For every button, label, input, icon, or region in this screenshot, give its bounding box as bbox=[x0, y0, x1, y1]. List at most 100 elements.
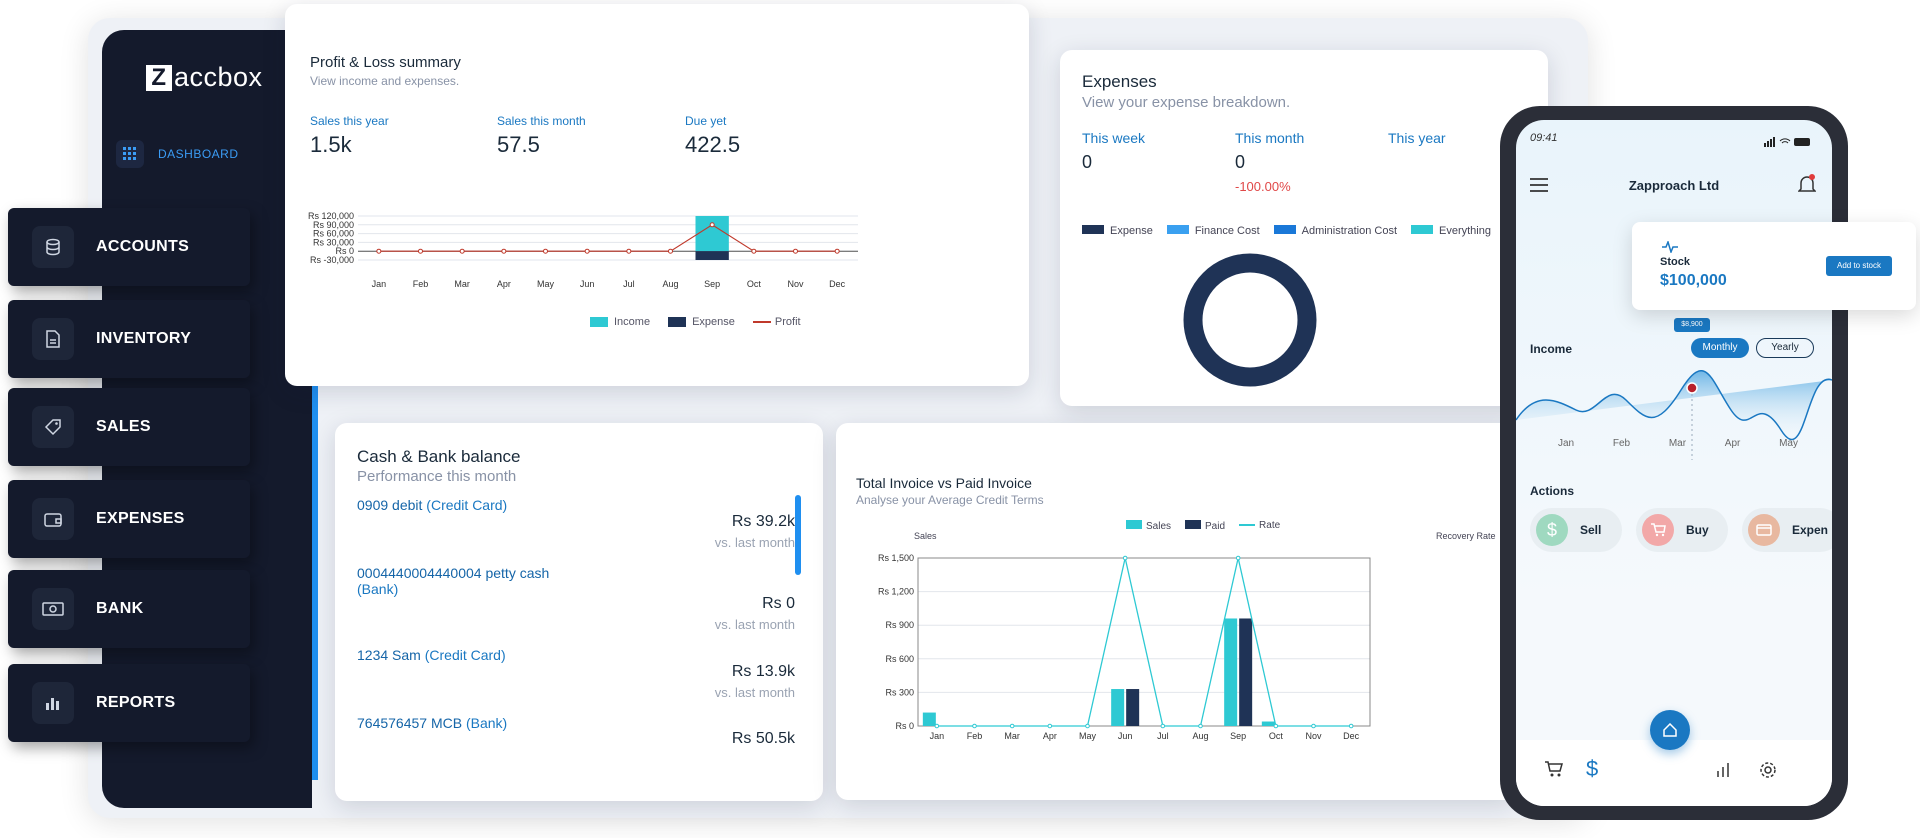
actions-title: Actions bbox=[1530, 484, 1575, 498]
x-tick-label: Jun bbox=[580, 279, 595, 289]
legend-profit: Profit bbox=[752, 316, 801, 328]
profit-point bbox=[709, 222, 715, 228]
y-tick-label: Rs -30,000 bbox=[310, 255, 354, 265]
card-icon bbox=[1748, 514, 1780, 546]
add-stock-button[interactable]: Add to stock bbox=[1826, 256, 1892, 276]
gear-icon[interactable] bbox=[1758, 760, 1778, 785]
rate-point bbox=[1198, 723, 1203, 729]
sidebar-item-inventory[interactable]: INVENTORY bbox=[8, 300, 250, 378]
rate-point bbox=[934, 723, 940, 729]
rate-point bbox=[1160, 723, 1166, 729]
account-row[interactable]: 764576457 MCB (Bank) bbox=[357, 715, 508, 731]
y-tick-label: Rs 1,200 bbox=[878, 587, 914, 597]
document-icon bbox=[32, 318, 74, 360]
sales-bar bbox=[1261, 721, 1275, 726]
legend-expense: Expense bbox=[668, 316, 735, 328]
y-tick-label: Rs 30,000 bbox=[313, 237, 354, 247]
profit-point bbox=[834, 248, 840, 254]
account-row[interactable]: 0004440004440004 petty cash (Bank) bbox=[357, 565, 550, 597]
exp-month: This month 0 -100.00% bbox=[1235, 130, 1305, 194]
profit-point bbox=[626, 248, 632, 254]
x-tick-label: May bbox=[537, 279, 555, 289]
scroll-indicator[interactable] bbox=[795, 495, 801, 575]
account-row[interactable]: 1234 Sam (Credit Card) bbox=[357, 647, 506, 663]
x-tick-label: Jun bbox=[1118, 731, 1133, 741]
expense-button[interactable]: Expen bbox=[1742, 508, 1832, 552]
card-subtitle: Analyse your Average Credit Terms bbox=[856, 493, 1044, 507]
y-tick-label: Rs 90,000 bbox=[313, 220, 354, 230]
y-tick-label: Rs 0 bbox=[895, 721, 914, 731]
buy-button[interactable]: Buy bbox=[1636, 508, 1728, 552]
y-axis-label: Sales bbox=[914, 531, 937, 541]
profit-point bbox=[793, 248, 798, 254]
x-tick-label: Oct bbox=[1269, 731, 1284, 741]
y-tick-label: Rs 0 bbox=[335, 246, 354, 256]
x-tick-label: Sep bbox=[704, 279, 720, 289]
rate-line bbox=[936, 557, 1352, 727]
account-row[interactable]: 0909 debit (Credit Card) bbox=[357, 497, 508, 513]
rate-point bbox=[1348, 723, 1354, 729]
pnl-legend: Income Expense Profit bbox=[590, 316, 801, 328]
exp-year: This year bbox=[1388, 130, 1446, 146]
expenses-card: Expenses View your expense breakdown. Th… bbox=[1060, 50, 1548, 406]
card-title: Cash & Bank balance bbox=[357, 447, 521, 466]
stock-value: $100,000 bbox=[1660, 272, 1727, 289]
x-tick-label: Dec bbox=[829, 279, 846, 289]
monthly-toggle[interactable]: Monthly bbox=[1691, 338, 1749, 358]
menu-icon[interactable] bbox=[1530, 178, 1548, 197]
x-tick-label: Aug bbox=[1192, 731, 1208, 741]
sidebar-item-reports[interactable]: REPORTS bbox=[8, 664, 250, 742]
stats-icon[interactable] bbox=[1716, 762, 1732, 783]
cart-icon[interactable] bbox=[1544, 760, 1564, 783]
dollar-nav-icon[interactable]: $ bbox=[1586, 756, 1599, 781]
x-tick-label: Sep bbox=[1230, 731, 1246, 741]
profit-point bbox=[543, 248, 548, 254]
paid-bar bbox=[1126, 689, 1140, 726]
y-tick-label: Rs 600 bbox=[885, 654, 914, 664]
stat-sales-year: Sales this year 1.5k bbox=[310, 114, 389, 157]
profit-point bbox=[459, 248, 465, 254]
stock-card: Stock $100,000 Add to stock bbox=[1632, 222, 1916, 310]
plot-border bbox=[917, 557, 1371, 727]
sidebar-item-bank[interactable]: BANK bbox=[8, 570, 250, 648]
activity-icon bbox=[1662, 239, 1678, 258]
status-icons bbox=[1764, 134, 1814, 147]
status-time: 09:41 bbox=[1530, 132, 1558, 144]
expense-legend: Expense Finance Cost Administration Cost… bbox=[1082, 225, 1491, 237]
profit-point bbox=[418, 248, 423, 254]
tag-icon bbox=[32, 406, 74, 448]
home-button[interactable] bbox=[1650, 710, 1690, 750]
card-title: Profit & Loss summary bbox=[310, 54, 461, 71]
card-title: Expenses bbox=[1082, 72, 1157, 91]
account-amount: Rs 50.5k bbox=[731, 730, 795, 747]
invoice-legend: Sales Paid Rate bbox=[1126, 520, 1280, 532]
y-tick-label: Rs 120,000 bbox=[308, 211, 354, 221]
card-subtitle: View your expense breakdown. bbox=[1082, 94, 1291, 111]
x-tick-label: Jan bbox=[930, 731, 945, 741]
y-tick-label: Rs 60,000 bbox=[313, 229, 354, 239]
rate-point bbox=[972, 723, 977, 729]
database-icon bbox=[32, 226, 74, 268]
y-tick-label: Rs 900 bbox=[885, 620, 914, 630]
yearly-toggle[interactable]: Yearly bbox=[1756, 338, 1814, 358]
sales-bar bbox=[1111, 689, 1125, 726]
banknote-icon bbox=[32, 588, 74, 630]
sidebar-item-dashboard[interactable]: DASHBOARD bbox=[116, 140, 239, 168]
company-name: Zapproach Ltd bbox=[1628, 178, 1720, 193]
stat-sales-month: Sales this month 57.5 bbox=[497, 114, 586, 157]
income-chart bbox=[1516, 370, 1832, 460]
sidebar-item-sales[interactable]: SALES bbox=[8, 388, 250, 466]
dollar-icon: $ bbox=[1536, 514, 1568, 546]
sell-button[interactable]: $ Sell bbox=[1530, 508, 1622, 552]
y-tick-label: Rs 300 bbox=[885, 687, 914, 697]
x-tick-label: Aug bbox=[662, 279, 678, 289]
sales-bar bbox=[922, 712, 936, 726]
sidebar-item-accounts[interactable]: ACCOUNTS bbox=[8, 208, 250, 286]
x-tick-label: Dec bbox=[1343, 731, 1360, 741]
x-tick-label: Apr bbox=[497, 279, 511, 289]
sidebar-item-expenses[interactable]: EXPENSES bbox=[8, 480, 250, 558]
wallet-icon bbox=[32, 498, 74, 540]
bell-icon[interactable] bbox=[1797, 174, 1817, 199]
x-tick-label: Feb bbox=[967, 731, 983, 741]
